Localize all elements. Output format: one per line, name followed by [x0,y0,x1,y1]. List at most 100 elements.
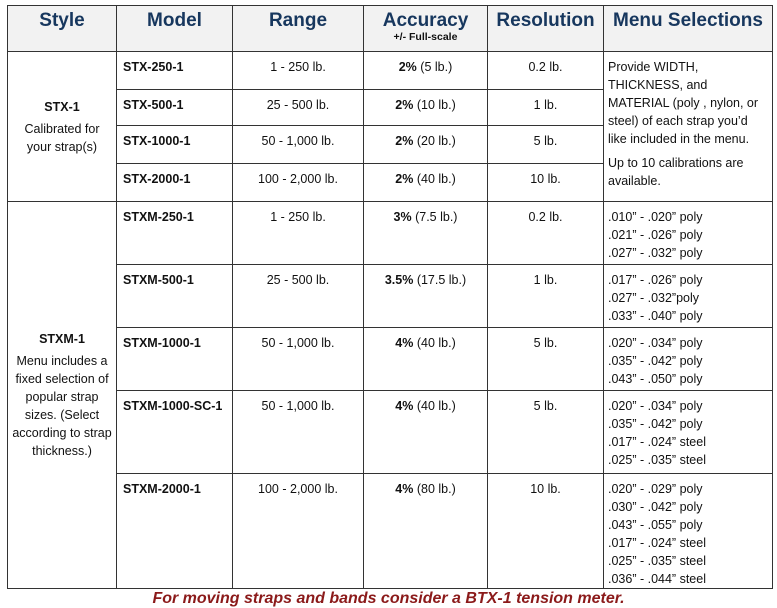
group-stx-desc: Calibrated for your strap(s) [24,121,100,154]
range-cell: 1 - 250 lb. [232,51,364,90]
spec-table: Style Model Range Accuracy +/- Full-scale… [7,5,773,589]
resolution-cell: 0.2 lb. [487,51,604,90]
accuracy-cell: 3.5% (17.5 lb.) [363,264,488,328]
accuracy-val: (5 lb.) [420,60,453,74]
range-cell: 100 - 2,000 lb. [232,163,364,202]
table-row: STXM-1000-SC-1 50 - 1,000 lb. 4% (40 lb.… [8,390,773,474]
accuracy-cell: 2% (5 lb.) [363,51,488,90]
menu-line: .017” - .026” poly [608,273,703,287]
menu-line: .025” - .035” steel [608,453,706,467]
model-cell: STXM-2000-1 [116,473,233,589]
range-cell: 100 - 2,000 lb. [232,473,364,589]
menu-cell: .020” - .034” poly .035” - .042” poly .0… [603,327,773,391]
model-cell: STXM-1000-1 [116,327,233,391]
menu-line: .017” - .024” steel [608,536,706,550]
header-model: Model [116,5,233,52]
table-row: STX-1000-1 50 - 1,000 lb. 2% (20 lb.) 5 … [8,125,773,164]
accuracy-cell: 2% (40 lb.) [363,163,488,202]
resolution-cell: 5 lb. [487,327,604,391]
group-stx-menu: Provide WIDTH, THICKNESS, and MATERIAL (… [603,51,773,202]
accuracy-cell: 2% (10 lb.) [363,89,488,126]
menu-line: .017” - .024” steel [608,435,706,449]
resolution-cell: 1 lb. [487,89,604,126]
menu-instructions: Provide WIDTH, THICKNESS, and MATERIAL (… [608,60,759,146]
menu-line: .036” - .044” steel [608,572,706,586]
accuracy-val: (10 lb.) [416,98,456,112]
accuracy-val: (40 lb.) [416,336,456,350]
menu-line: .027” - .032” poly [608,246,703,260]
model-cell: STX-2000-1 [116,163,233,202]
group-stxm-desc: Menu includes a fixed selection of popul… [12,354,112,458]
accuracy-pct: 2% [398,60,417,74]
menu-note: Up to 10 calibrations are available. [608,156,744,188]
header-menu: Menu Selections [603,5,773,52]
table-row: STXM-2000-1 100 - 2,000 lb. 4% (80 lb.) … [8,473,773,589]
resolution-cell: 0.2 lb. [487,201,604,265]
menu-line: .043” - .050” poly [608,372,703,386]
menu-line: .025” - .035” steel [608,554,706,568]
model-cell: STXM-500-1 [116,264,233,328]
table-row: STX-1 Calibrated for your strap(s) STX-2… [7,51,773,202]
model-cell: STX-1000-1 [116,125,233,164]
menu-line: .043” - .055” poly [608,518,703,532]
accuracy-cell: 4% (40 lb.) [363,390,488,474]
table-row: STXM-1 Menu includes a fixed selection o… [7,201,773,589]
range-cell: 50 - 1,000 lb. [232,327,364,391]
menu-cell: .017” - .026” poly .027” - .032”poly .03… [603,264,773,328]
accuracy-cell: 2% (20 lb.) [363,125,488,164]
group-stx-style: STX-1 Calibrated for your strap(s) [7,51,117,202]
accuracy-pct: 3.5% [384,273,414,287]
range-cell: 25 - 500 lb. [232,264,364,328]
accuracy-val: (40 lb.) [416,399,456,413]
menu-line: .027” - .032”poly [608,291,700,305]
resolution-cell: 5 lb. [487,390,604,474]
menu-line: .020” - .029” poly [608,482,703,496]
menu-cell: .020” - .034” poly .035” - .042” poly .0… [603,390,773,474]
accuracy-val: (7.5 lb.) [415,210,458,224]
accuracy-val: (40 lb.) [416,172,456,186]
accuracy-val: (80 lb.) [416,482,456,496]
menu-line: .035” - .042” poly [608,354,703,368]
menu-line: .035” - .042” poly [608,417,703,431]
range-cell: 1 - 250 lb. [232,201,364,265]
resolution-cell: 5 lb. [487,125,604,164]
table-row: STXM-500-1 25 - 500 lb. 3.5% (17.5 lb.) … [8,264,773,328]
header-resolution: Resolution [487,5,604,52]
header-accuracy-sub: +/- Full-scale [393,31,458,43]
menu-line: .020” - .034” poly [608,336,703,350]
model-cell: STXM-250-1 [116,201,233,265]
range-cell: 50 - 1,000 lb. [232,125,364,164]
header-range: Range [232,5,364,52]
accuracy-pct: 4% [395,336,414,350]
accuracy-cell: 4% (40 lb.) [363,327,488,391]
accuracy-pct: 2% [395,98,414,112]
menu-cell: .010” - .020” poly .021” - .026” poly .0… [603,201,773,265]
menu-line: .021” - .026” poly [608,228,703,242]
accuracy-val: (20 lb.) [416,134,456,148]
range-cell: 50 - 1,000 lb. [232,390,364,474]
accuracy-pct: 2% [395,172,414,186]
model-cell: STX-250-1 [116,51,233,90]
footer-note: For moving straps and bands consider a B… [152,590,625,607]
accuracy-cell: 3% (7.5 lb.) [363,201,488,265]
header-style: Style [7,5,117,52]
header-accuracy: Accuracy +/- Full-scale [363,5,488,52]
table-row: STX-2000-1 100 - 2,000 lb. 2% (40 lb.) 1… [8,163,773,202]
resolution-cell: 10 lb. [487,473,604,589]
accuracy-val: (17.5 lb.) [416,273,467,287]
header-accuracy-label: Accuracy [382,10,469,31]
accuracy-cell: 4% (80 lb.) [363,473,488,589]
accuracy-pct: 3% [393,210,412,224]
accuracy-pct: 4% [395,399,414,413]
menu-line: .030” - .042” poly [608,500,703,514]
table-row: STXM-1000-1 50 - 1,000 lb. 4% (40 lb.) 5… [8,327,773,391]
resolution-cell: 1 lb. [487,264,604,328]
menu-line: .010” - .020” poly [608,210,703,224]
header-row: Style Model Range Accuracy +/- Full-scale… [7,5,773,52]
table-row: STX-500-1 25 - 500 lb. 2% (10 lb.) 1 lb. [8,89,773,126]
menu-line: .020” - .034” poly [608,399,703,413]
resolution-cell: 10 lb. [487,163,604,202]
group-stxm-name: STXM-1 [39,332,85,346]
accuracy-pct: 2% [395,134,414,148]
model-cell: STXM-1000-SC-1 [116,390,233,474]
